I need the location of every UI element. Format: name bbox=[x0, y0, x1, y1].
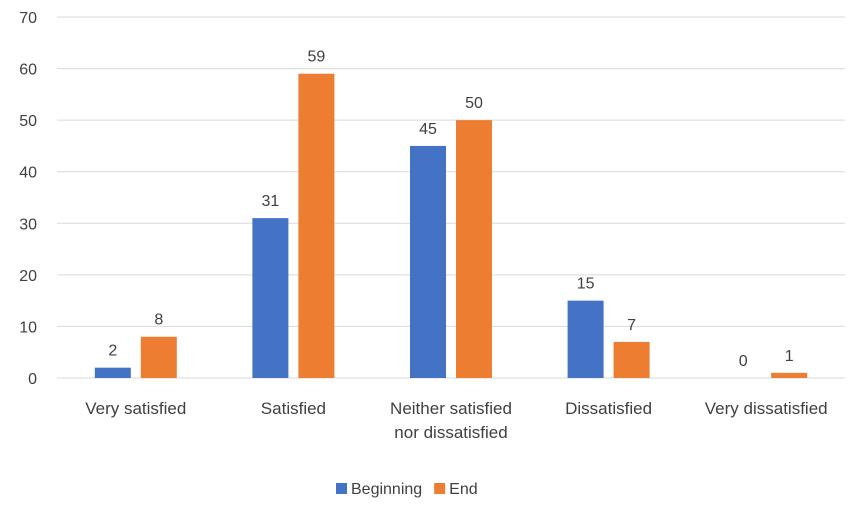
data-labels: 2 8 31 59 45 50 15 7 0 1 bbox=[108, 49, 793, 370]
data-label: 59 bbox=[308, 49, 326, 66]
bars bbox=[94, 73, 808, 379]
data-label: 50 bbox=[465, 95, 483, 112]
y-tick-label: 40 bbox=[19, 165, 37, 182]
data-label: 2 bbox=[108, 343, 117, 360]
y-tick-label: 10 bbox=[19, 319, 37, 336]
bar-beginning bbox=[94, 367, 131, 378]
data-label: 0 bbox=[739, 353, 748, 370]
y-tick-label: 30 bbox=[19, 216, 37, 233]
y-axis-tick-labels: 0 10 20 30 40 50 60 70 bbox=[19, 10, 37, 388]
x-category-label: Dissatisfied bbox=[565, 399, 652, 418]
bar-beginning bbox=[410, 145, 446, 378]
bar-beginning bbox=[567, 300, 604, 378]
x-category-label: Very dissatisfied bbox=[705, 399, 828, 418]
gridlines bbox=[57, 16, 845, 379]
x-category-label: Very satisfied bbox=[85, 399, 186, 418]
y-tick-label: 60 bbox=[19, 62, 37, 79]
bar-beginning bbox=[252, 218, 289, 378]
bar-end bbox=[456, 120, 492, 379]
data-label: 15 bbox=[577, 276, 595, 293]
legend-swatch-end bbox=[434, 483, 446, 494]
y-tick-label: 70 bbox=[19, 10, 37, 27]
legend: Beginning End bbox=[336, 481, 478, 498]
legend-swatch-beginning bbox=[336, 483, 347, 494]
legend-label-beginning: Beginning bbox=[351, 481, 422, 498]
x-axis-category-labels: Very satisfied Satisfied Neither satisfied… bbox=[85, 399, 827, 442]
y-tick-label: 0 bbox=[28, 371, 37, 388]
data-label: 31 bbox=[262, 193, 280, 210]
bar-end bbox=[298, 73, 335, 378]
data-label: 1 bbox=[785, 348, 794, 365]
bar-end bbox=[140, 336, 177, 378]
y-tick-label: 20 bbox=[19, 268, 37, 285]
data-label: 8 bbox=[154, 312, 163, 329]
legend-label-end: End bbox=[449, 481, 477, 498]
x-category-label: Neither satisfied bbox=[390, 399, 512, 418]
data-label: 7 bbox=[627, 317, 636, 334]
bar-end bbox=[771, 372, 808, 378]
x-category-label: Satisfied bbox=[261, 399, 326, 418]
x-category-label: nor dissatisfied bbox=[394, 423, 507, 442]
y-tick-label: 50 bbox=[19, 113, 37, 130]
data-label: 45 bbox=[419, 121, 437, 138]
bar-end bbox=[613, 341, 650, 378]
